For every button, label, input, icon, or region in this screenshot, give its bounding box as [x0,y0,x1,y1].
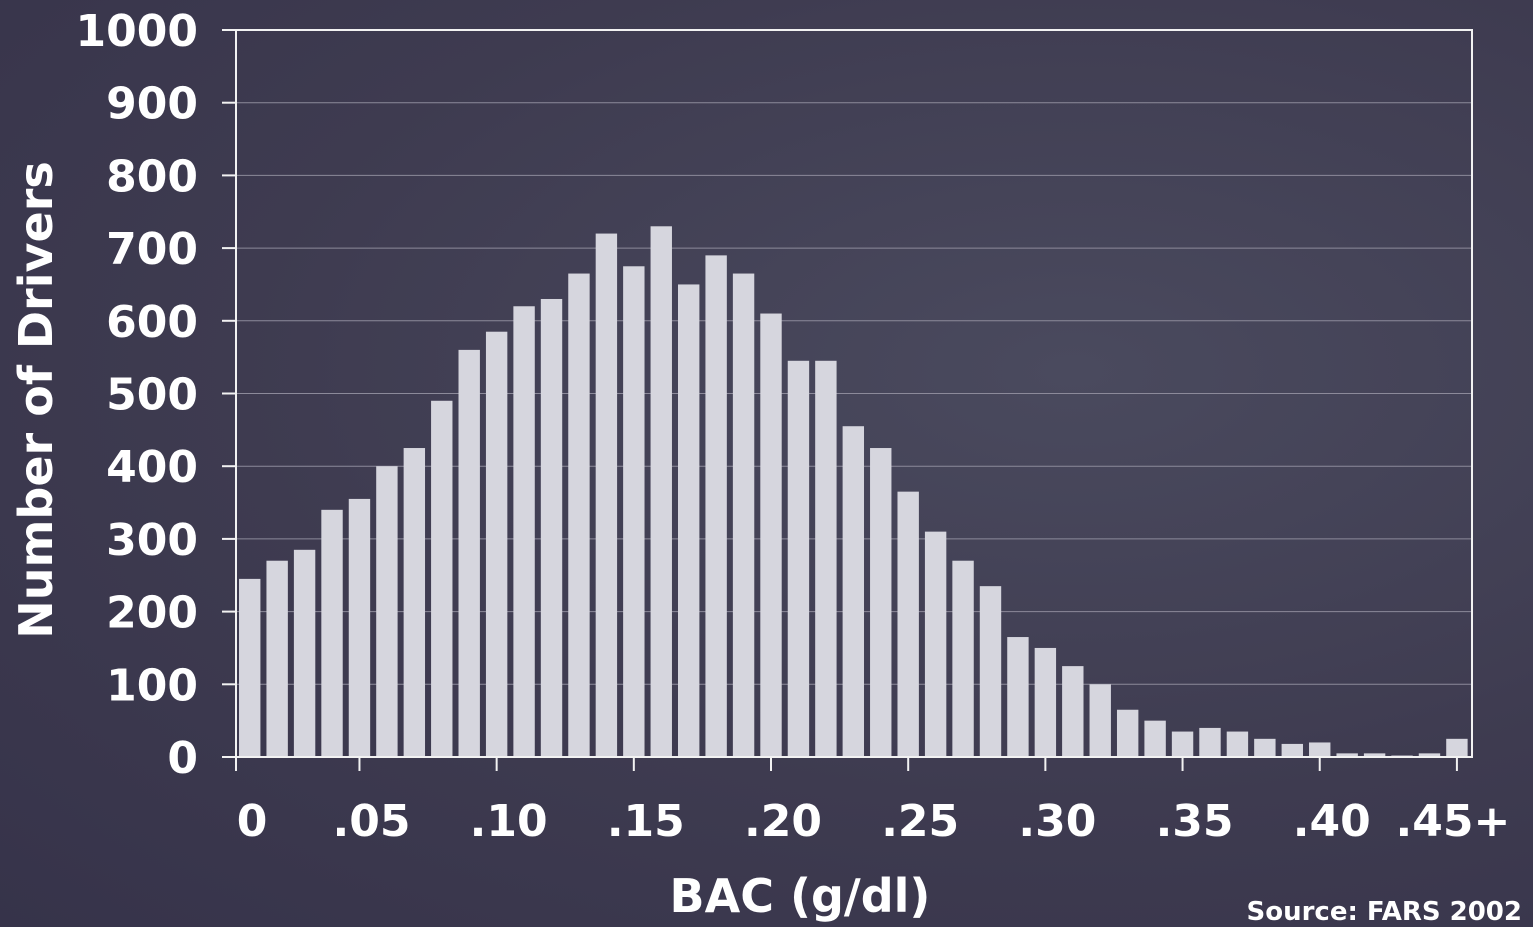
bar [925,532,946,757]
x-tick-label: .30 [1018,796,1096,847]
bar [1062,666,1083,757]
bar [568,274,589,757]
x-tick-label: .20 [744,796,822,847]
y-tick-label: 200 [106,588,198,639]
bar [294,550,315,757]
y-tick-label: 700 [106,224,198,275]
y-tick-label: 0 [167,733,198,784]
y-tick-label: 300 [106,515,198,566]
bar [349,499,370,757]
y-tick-label: 1000 [76,6,198,57]
bar [870,448,891,757]
y-axis-title: Number of Drivers [9,161,63,639]
bars [239,226,1468,757]
bar [1446,739,1467,757]
source-note: Source: FARS 2002 [1247,897,1522,927]
x-tick-label: .15 [607,796,685,847]
bar [952,561,973,757]
y-tick-label: 500 [106,370,198,421]
x-axis-title: BAC (g/dl) [670,869,931,923]
bar [486,332,507,757]
bar [1007,637,1028,757]
bar [321,510,342,757]
x-tick-label: .45+ [1396,796,1511,847]
bar [459,350,480,757]
y-tick-labels: 0 100 200 300 400 500 600 700 800 900 1000 [76,6,198,784]
y-tick-label: 900 [106,79,198,130]
bar [815,361,836,757]
x-tick-label: 0 [237,796,268,847]
y-tick-label: 400 [106,442,198,493]
bar [1090,684,1111,757]
bar [541,299,562,757]
x-tick-label: .40 [1293,796,1371,847]
bar [1282,744,1303,757]
bar [376,466,397,757]
bar [431,401,452,757]
bar [1254,739,1275,757]
bar [897,492,918,757]
bar [788,361,809,757]
bar [596,234,617,757]
bar [1035,648,1056,757]
bar [678,284,699,757]
bar [843,426,864,757]
y-tick-label: 600 [106,297,198,348]
x-tick-label: .05 [332,796,410,847]
x-tick-labels: 0 .05 .10 .15 .20 .25 .30 .35 .40 .45+ [237,796,1511,847]
bar [1309,742,1330,757]
bar [239,579,260,757]
bar [266,561,287,757]
bar [1227,732,1248,757]
x-tick-label: .35 [1156,796,1234,847]
bar [1117,710,1138,757]
y-tick-label: 800 [106,151,198,202]
bar [513,306,534,757]
bar [1172,732,1193,757]
bar [733,274,754,757]
bar [980,586,1001,757]
y-tick-label: 100 [106,660,198,711]
bar [404,448,425,757]
x-tick-label: .10 [470,796,548,847]
bar [623,266,644,757]
bar [705,255,726,757]
bar [760,314,781,757]
x-tick-label: .25 [881,796,959,847]
bar [1144,721,1165,757]
bar [1199,728,1220,757]
bar [651,226,672,757]
